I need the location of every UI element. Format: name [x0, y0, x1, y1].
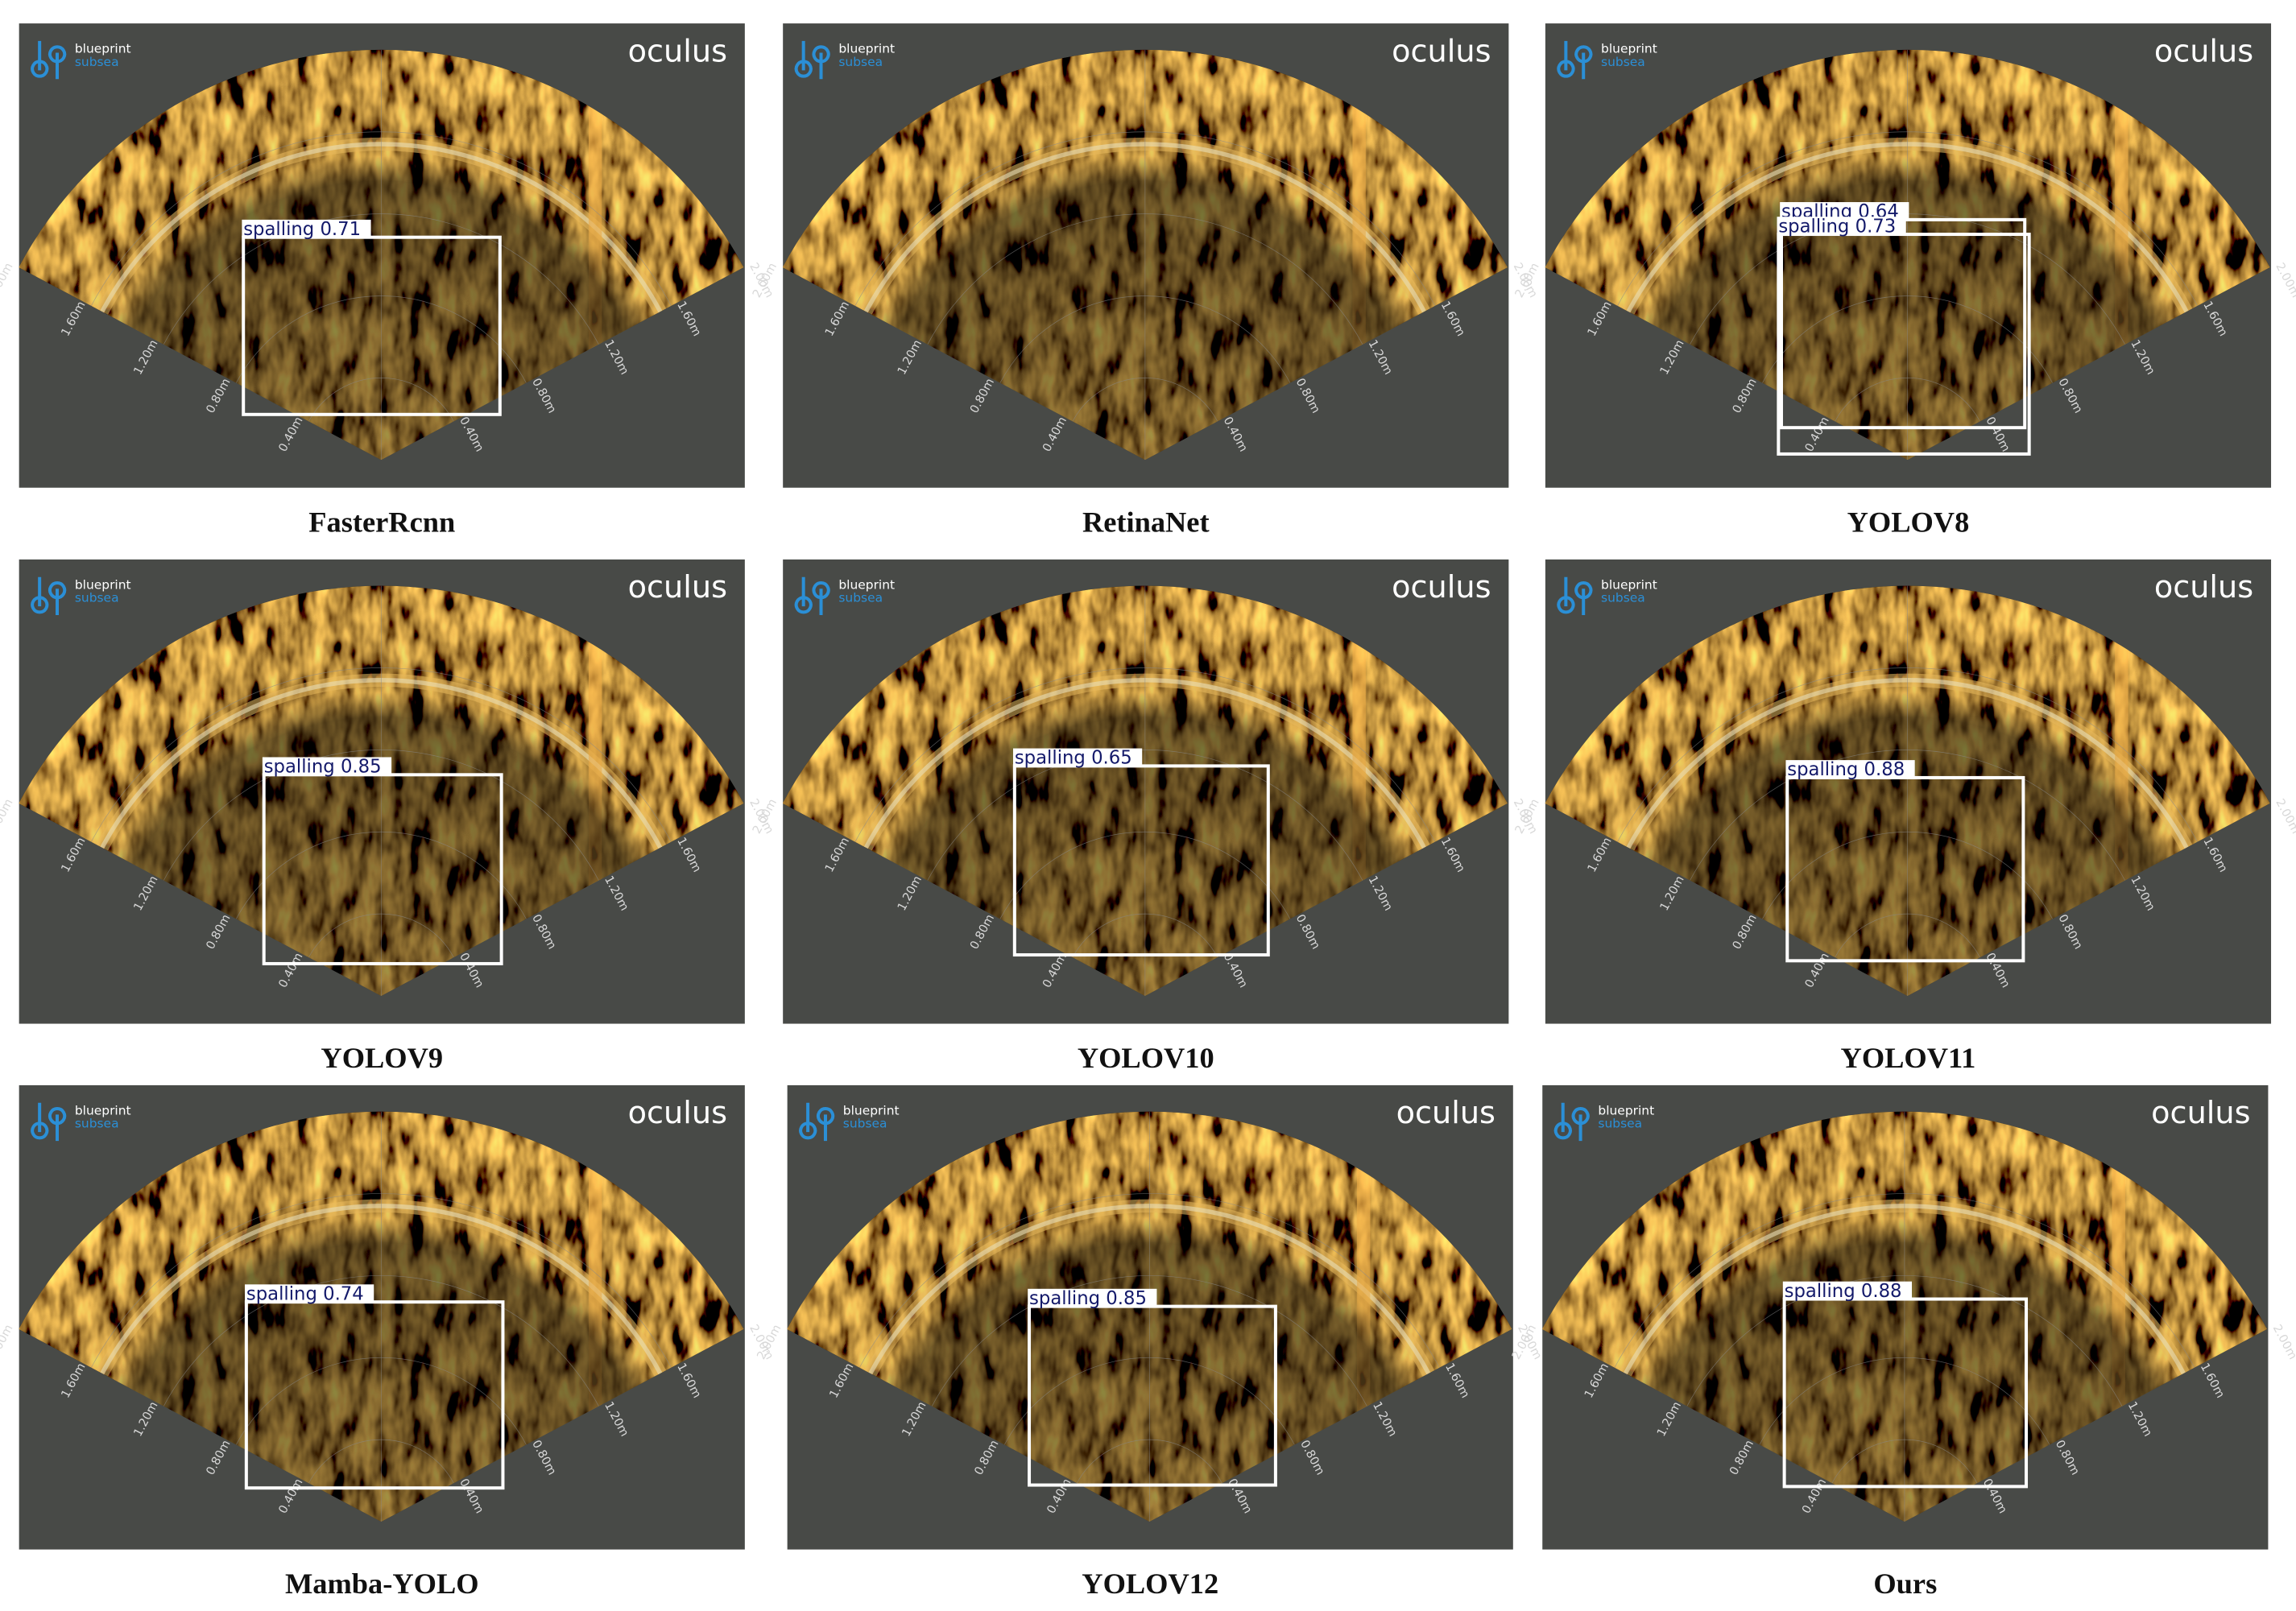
logo-brand: blueprint [75, 1103, 131, 1117]
panel-caption: YOLOV12 [1082, 1568, 1218, 1600]
detection-label-bg [242, 219, 371, 238]
panel-caption: YOLOV9 [321, 1042, 443, 1074]
detection-label: spalling 0.88 [1785, 1281, 1902, 1302]
panel-caption: YOLOV8 [1847, 506, 1970, 538]
detection-label-bg [1777, 217, 1906, 235]
detection-label-bg [1782, 1281, 1913, 1299]
range-label: 2.00m [2273, 261, 2296, 300]
range-label: 2.00m [0, 261, 16, 300]
detection-label-bg [245, 1284, 374, 1303]
detection-label: spalling 0.65 [1015, 748, 1132, 769]
detection-label: spalling 0.73 [1778, 216, 1896, 237]
logo-brand: blueprint [838, 577, 895, 592]
panel-caption: YOLOV11 [1841, 1042, 1976, 1074]
detection-box [242, 235, 502, 416]
logo-brand: blueprint [1598, 1103, 1654, 1117]
logo-product: oculus [628, 570, 727, 605]
logo-icon [31, 576, 67, 616]
logo-icon [1557, 576, 1593, 616]
logo-brand: blueprint [843, 1103, 900, 1117]
logo-product: oculus [1392, 34, 1491, 69]
detection-label-bg [262, 757, 392, 775]
panel-caption: RetinaNet [1082, 506, 1210, 538]
range-label: 2.00m [2270, 1322, 2296, 1361]
logo-brand: blueprint [1601, 577, 1657, 592]
logo-brand: blueprint [75, 41, 131, 56]
panel-caption: FasterRcnn [308, 506, 455, 538]
logo-icon [1557, 40, 1593, 80]
logo-icon [799, 1102, 835, 1142]
detection-label: spalling 0.74 [246, 1283, 364, 1304]
logo-product: oculus [2154, 34, 2253, 69]
detection-label: spalling 0.88 [1787, 759, 1905, 780]
logo-brand: blueprint [1601, 41, 1657, 56]
panel-caption: YOLOV10 [1078, 1042, 1214, 1074]
detection-label: spalling 0.85 [1029, 1288, 1147, 1309]
logo-sub: subsea [838, 55, 883, 69]
logo-product: oculus [1392, 570, 1491, 605]
logo-product: oculus [2151, 1096, 2250, 1131]
logo-sub: subsea [75, 55, 119, 69]
range-label: 2.00m [0, 796, 16, 836]
logo-brand: blueprint [838, 41, 895, 56]
logo-icon [794, 576, 830, 616]
range-label: 2.00m [0, 1322, 16, 1361]
logo-sub: subsea [75, 1117, 119, 1131]
logo-icon [794, 40, 830, 80]
detection-label-bg [1013, 748, 1143, 766]
detection-label-bg [1785, 760, 1915, 778]
logo-brand: blueprint [75, 577, 131, 592]
panel-caption: Mamba-YOLO [285, 1568, 479, 1600]
logo-sub: subsea [1601, 591, 1645, 605]
detection-box [1028, 1304, 1277, 1487]
logo-product: oculus [2154, 570, 2253, 605]
detection-box [244, 1300, 505, 1490]
detection-label-bg [1780, 202, 1909, 220]
logo-product: oculus [628, 34, 727, 69]
logo-sub: subsea [1601, 55, 1645, 69]
logo-product: oculus [1396, 1096, 1496, 1131]
logo-icon [31, 40, 67, 80]
detection-label: spalling 0.71 [243, 219, 361, 240]
logo-sub: subsea [838, 591, 883, 605]
logo-sub: subsea [75, 591, 119, 605]
logo-icon [1553, 1102, 1590, 1142]
detection-label: spalling 0.85 [264, 757, 382, 778]
detection-label-bg [1028, 1288, 1157, 1307]
logo-sub: subsea [843, 1117, 887, 1131]
panel-caption: Ours [1873, 1568, 1937, 1600]
range-label: 2.00m [2273, 796, 2296, 836]
logo-icon [31, 1102, 67, 1142]
logo-sub: subsea [1598, 1117, 1642, 1131]
logo-product: oculus [628, 1096, 727, 1131]
